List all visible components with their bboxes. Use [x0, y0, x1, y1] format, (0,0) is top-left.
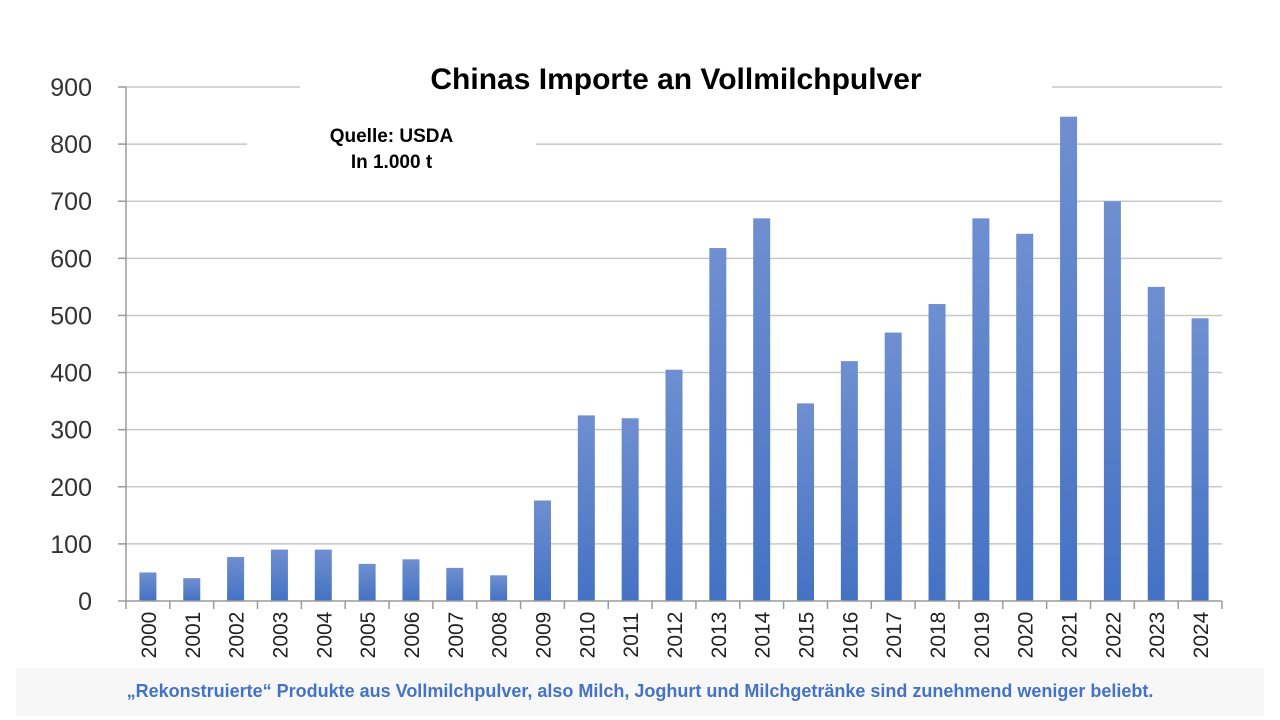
bar-2024 [1191, 318, 1209, 601]
y-tick-label: 300 [50, 417, 92, 445]
x-tick-label: 2024 [1190, 611, 1213, 658]
bar-2020 [1016, 233, 1034, 601]
x-tick-label: 2005 [357, 612, 380, 659]
bar-2023 [1147, 286, 1165, 601]
bar-2006 [402, 559, 420, 601]
chart-title: Chinas Importe an Vollmilchpulver [300, 58, 1052, 102]
x-tick-label: 2004 [313, 611, 336, 658]
bar-2000 [139, 572, 157, 601]
bar-2016 [840, 361, 858, 601]
bar-2005 [358, 563, 376, 601]
bar-2013 [709, 248, 727, 601]
x-tick-label: 2017 [883, 612, 906, 659]
bar-2009 [533, 500, 551, 601]
bar-2021 [1060, 116, 1078, 601]
caption-background [16, 668, 1264, 716]
x-tick-label: 2009 [532, 612, 555, 659]
bar-2011 [621, 418, 639, 601]
y-tick-label: 700 [50, 188, 92, 216]
x-tick-label: 2006 [401, 612, 424, 659]
x-tick-label: 2023 [1146, 612, 1169, 659]
bar-2022 [1103, 201, 1121, 601]
x-tick-label: 2000 [138, 612, 161, 659]
y-tick-label: 900 [50, 74, 92, 102]
x-tick-label: 2015 [796, 612, 819, 659]
y-tick-label: 400 [50, 360, 92, 388]
x-tick-label: 2001 [182, 612, 205, 659]
bar-2010 [577, 415, 595, 601]
y-tick-label: 200 [50, 474, 92, 502]
bar-2007 [446, 567, 464, 601]
bar-2014 [753, 218, 771, 601]
x-tick-label: 2013 [708, 612, 731, 659]
bar-2012 [665, 369, 683, 601]
x-tick-label: 2019 [971, 612, 994, 659]
chart-canvas: 0 100 200 300 400 500 600 700 800 900 2000 2001 2002… [50, 74, 1223, 659]
y-tick-label: 800 [50, 131, 92, 159]
x-tick-label: 2016 [839, 612, 862, 659]
axes: 0 100 200 300 400 500 600 700 800 900 2000 2001 2002… [50, 74, 1223, 659]
bar-2002 [227, 557, 245, 601]
x-tick-label: 2007 [445, 612, 468, 659]
bar-2004 [314, 549, 332, 601]
x-tick-label: 2008 [489, 612, 512, 659]
x-tick-label: 2012 [664, 612, 687, 659]
x-tick-label: 2010 [576, 612, 599, 659]
x-tick-label: 2018 [927, 612, 950, 659]
x-tick-label: 2020 [1015, 612, 1038, 659]
x-tick-label: 2002 [226, 612, 249, 659]
bar-2015 [797, 403, 815, 601]
bars [139, 116, 1209, 601]
source-label: Quelle: USDA [329, 126, 454, 147]
bar-2003 [270, 549, 288, 601]
y-tick-label: 100 [50, 531, 92, 559]
bar-2018 [928, 304, 946, 601]
y-tick-label: 500 [50, 302, 92, 330]
x-tick-label: 2022 [1102, 612, 1125, 659]
y-tick-label: 0 [78, 588, 92, 616]
x-tick-label: 2021 [1059, 612, 1082, 659]
bar-2008 [490, 575, 508, 601]
bar-2001 [183, 578, 201, 601]
bar-2017 [884, 332, 902, 601]
unit-label: In 1.000 t [350, 152, 433, 173]
x-tick-label: 2011 [620, 612, 643, 657]
bar-2019 [972, 218, 990, 601]
source-note: Quelle: USDA In 1.000 t [247, 124, 536, 176]
x-tick-label: 2014 [752, 611, 775, 658]
bar-chart: 0 100 200 300 400 500 600 700 800 900 2000 2001 2002… [50, 58, 1223, 659]
x-tick-label: 2003 [269, 612, 292, 659]
y-tick-label: 600 [50, 245, 92, 273]
caption-text: „Rekonstruierte“ Produkte aus Vollmilchp… [126, 681, 1154, 701]
